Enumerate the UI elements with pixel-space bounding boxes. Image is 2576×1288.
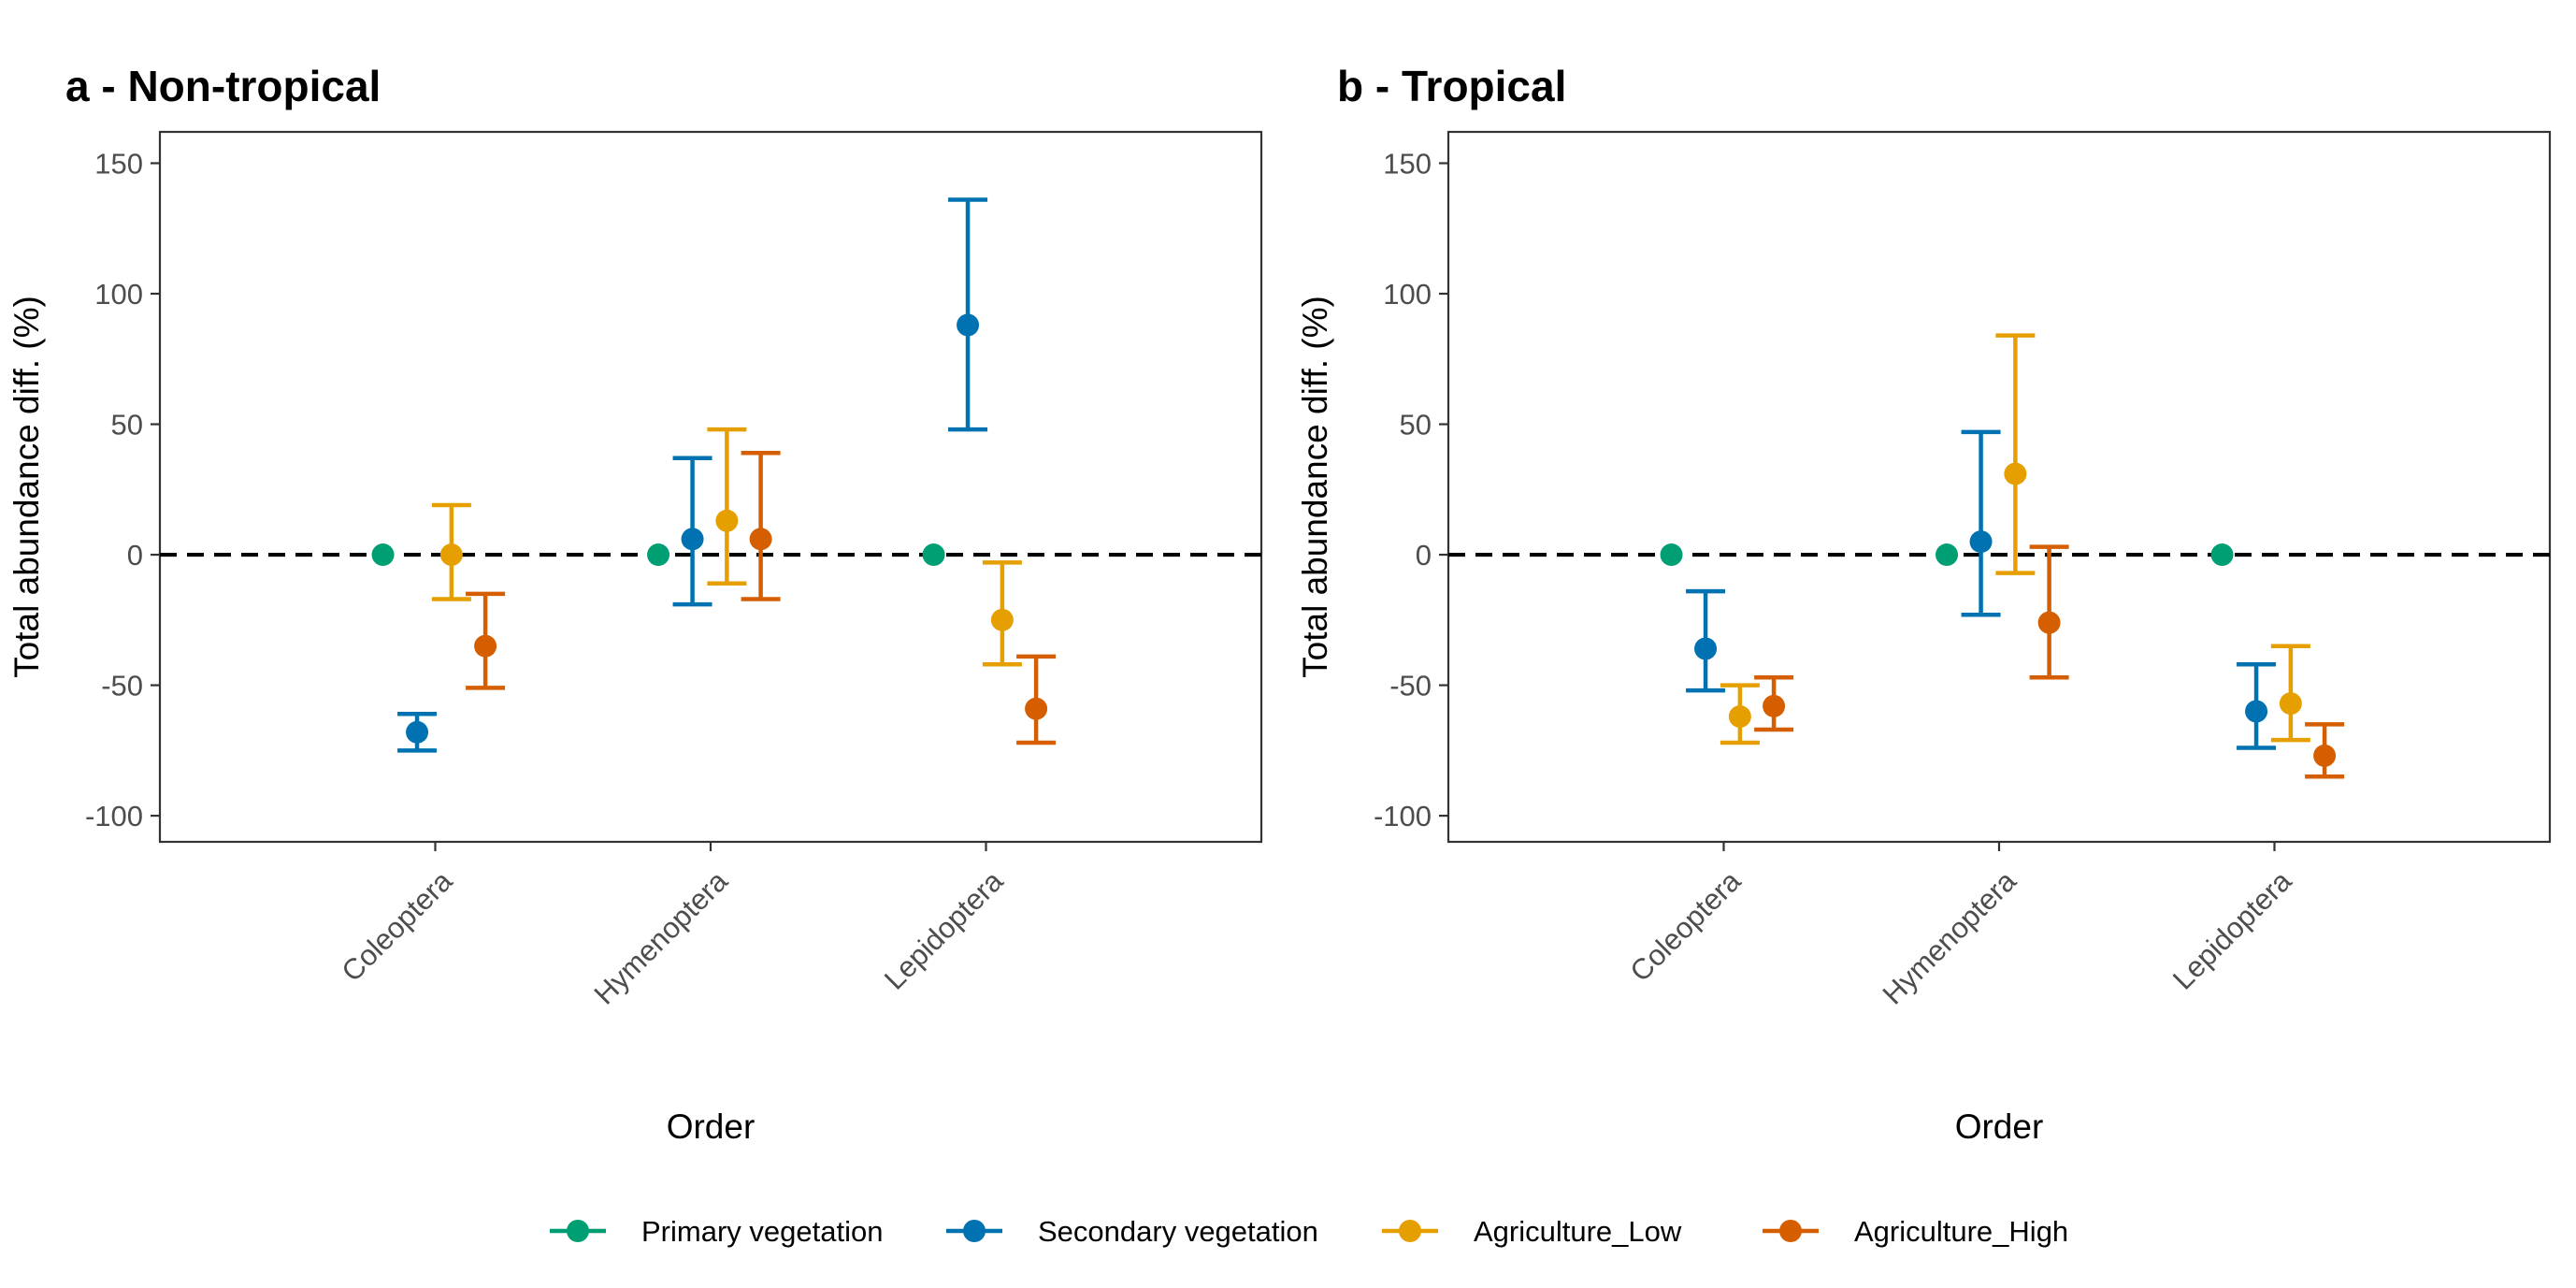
data-point: [715, 509, 739, 532]
plot-border: [158, 130, 1263, 844]
legend-item: Agriculture_Low: [1382, 1215, 1682, 1248]
y-tick-label: 50: [111, 409, 143, 441]
data-point: [1936, 543, 1959, 567]
data-point: [990, 608, 1014, 631]
x-tick-label: Coleoptera: [335, 864, 459, 989]
y-tick-label: 0: [1416, 539, 1432, 572]
error-bar: [1995, 333, 2036, 575]
data-point: [1763, 694, 1786, 717]
y-tick-label: 100: [1383, 278, 1432, 311]
legend-label: Agriculture_Low: [1474, 1215, 1682, 1248]
x-tick-label: Lepidoptera: [878, 864, 1010, 996]
legend-label: Secondary vegetation: [1038, 1215, 1318, 1248]
legend-item: Agriculture_High: [1763, 1215, 2068, 1248]
data-point: [922, 543, 945, 567]
data-point: [957, 313, 980, 337]
y-tick-label: -50: [1389, 670, 1432, 702]
y-tick-label: -100: [85, 800, 143, 832]
panel-title: a - Non-tropical: [65, 62, 381, 110]
data-point: [647, 543, 670, 567]
x-tick-label: Hymenoptera: [588, 864, 735, 1011]
data-point: [1728, 705, 1751, 729]
data-point: [474, 634, 497, 658]
legend-key-point: [1779, 1220, 1802, 1242]
legend-key-point: [963, 1220, 986, 1242]
data-point: [371, 543, 395, 567]
error-bar: [707, 427, 747, 586]
data-point: [2210, 543, 2234, 567]
y-axis-title: Total abundance diff. (%): [1296, 296, 1334, 678]
legend: Primary vegetation Secondary vegetation Ag…: [550, 1215, 2068, 1248]
data-point: [439, 543, 463, 567]
x-tick-label: Lepidoptera: [2166, 864, 2298, 996]
y-tick-label: 150: [94, 147, 143, 180]
data-point: [681, 528, 704, 551]
data-point: [2004, 462, 2027, 485]
x-tick-label: Hymenoptera: [1877, 864, 2023, 1011]
data-point: [1660, 543, 1683, 567]
y-tick-label: 150: [1383, 147, 1432, 180]
panel-title: b - Tropical: [1337, 62, 1566, 110]
legend-key-point: [1399, 1220, 1421, 1242]
legend-label: Agriculture_High: [1854, 1215, 2068, 1248]
x-axis-title: Order: [1955, 1107, 2044, 1146]
data-point: [2037, 611, 2061, 634]
plot-border: [1446, 130, 2552, 844]
panel-b: b - Tropical -100 -50 0 50 100 150 Total abunda…: [1296, 62, 2552, 1146]
legend-item: Primary vegetation: [550, 1215, 883, 1248]
x-axis-title: Order: [667, 1107, 756, 1146]
y-tick-label: -50: [101, 670, 143, 702]
error-bar: [741, 450, 781, 601]
legend-label: Primary vegetation: [641, 1215, 883, 1248]
data-point: [1969, 530, 1993, 554]
error-bar: [1961, 429, 2001, 617]
data-point: [2245, 700, 2268, 723]
data-point: [749, 528, 772, 551]
y-tick-label: 100: [94, 278, 143, 311]
data-point: [1025, 697, 1048, 720]
data-point: [2313, 744, 2337, 767]
data-point: [2279, 692, 2302, 716]
y-tick-label: 50: [1400, 409, 1432, 441]
y-axis-title: Total abundance diff. (%): [7, 296, 46, 678]
x-tick-label: Coleoptera: [1623, 864, 1748, 989]
panel-a: a - Non-tropical -100 -50 0 50 100 150 Total ab…: [7, 62, 1263, 1146]
y-tick-label: -100: [1374, 800, 1432, 832]
legend-item: Secondary vegetation: [946, 1215, 1318, 1248]
data-point: [406, 720, 429, 744]
data-point: [1694, 637, 1718, 660]
legend-key-point: [567, 1220, 589, 1242]
y-tick-label: 0: [127, 539, 143, 572]
